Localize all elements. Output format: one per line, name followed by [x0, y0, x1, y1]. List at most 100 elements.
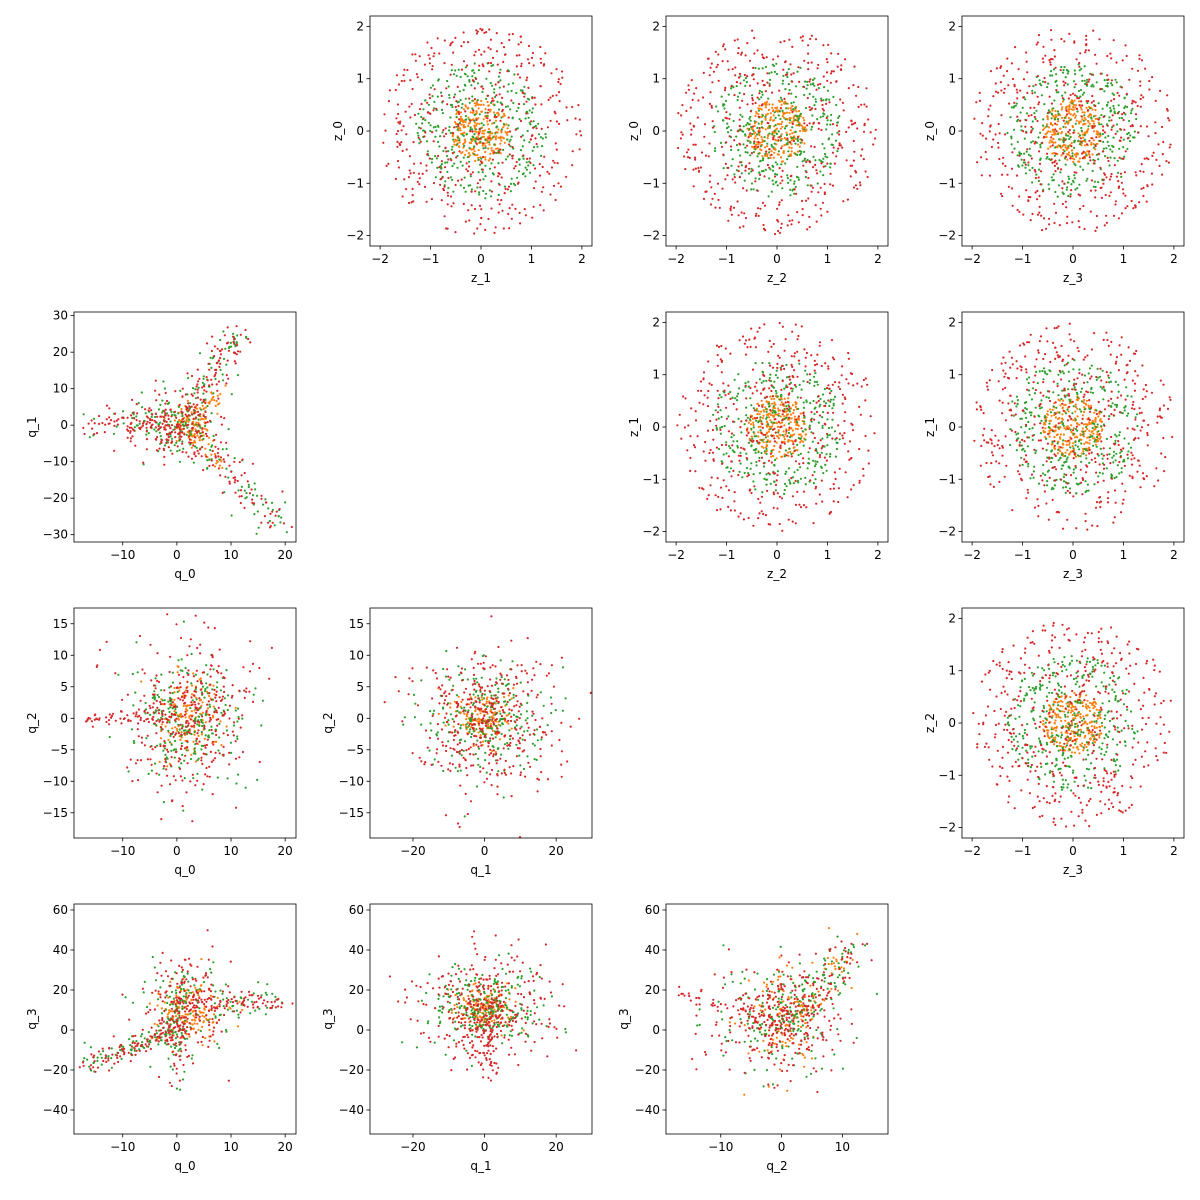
data-point: [694, 167, 698, 170]
data-point: [484, 158, 487, 161]
data-point: [455, 139, 458, 142]
data-point: [519, 222, 522, 225]
data-point: [765, 379, 768, 382]
data-point: [418, 138, 421, 141]
data-point: [506, 138, 509, 141]
data-point: [804, 106, 808, 110]
data-point: [805, 199, 808, 202]
data-point: [471, 79, 474, 82]
data-point: [173, 419, 176, 422]
data-point: [838, 130, 841, 133]
data-point: [1021, 106, 1024, 109]
data-point: [827, 138, 830, 141]
data-point: [555, 148, 558, 151]
data-point: [809, 402, 812, 405]
data-point: [1119, 128, 1122, 131]
data-point: [1148, 88, 1151, 91]
data-point: [163, 448, 166, 452]
data-point: [715, 426, 718, 430]
data-point: [418, 55, 421, 58]
data-point: [838, 438, 841, 441]
data-point: [799, 112, 803, 115]
data-point: [515, 110, 518, 113]
data-point: [471, 171, 474, 174]
data-point: [779, 117, 782, 120]
data-point: [476, 182, 479, 185]
data-point: [456, 136, 459, 139]
data-point: [812, 522, 815, 525]
data-point: [740, 431, 743, 434]
data-point: [737, 165, 740, 168]
data-point: [766, 121, 769, 124]
data-point: [759, 160, 762, 163]
data-point: [681, 104, 684, 107]
data-point: [735, 143, 739, 147]
data-point: [186, 372, 189, 375]
data-point: [531, 216, 534, 219]
data-point: [491, 84, 494, 87]
data-point: [772, 386, 776, 389]
data-point: [765, 150, 768, 153]
data-point: [1090, 73, 1093, 76]
data-point: [484, 146, 487, 149]
data-point: [756, 416, 759, 419]
data-point: [499, 152, 502, 155]
data-point: [1112, 214, 1116, 217]
data-point: [697, 389, 700, 392]
data-point: [758, 104, 761, 107]
data-point: [550, 72, 553, 75]
data-point: [434, 125, 437, 128]
data-point: [491, 56, 495, 60]
data-point: [684, 397, 687, 400]
data-point: [755, 419, 758, 422]
data-point: [181, 440, 184, 443]
data-point: [757, 404, 761, 407]
data-point: [781, 169, 784, 172]
data-point: [1039, 183, 1042, 186]
data-point: [489, 139, 492, 142]
data-point: [766, 435, 770, 438]
data-point: [540, 127, 543, 130]
data-point: [405, 133, 408, 136]
data-point: [1126, 105, 1129, 109]
data-point: [1103, 173, 1107, 176]
data-point: [219, 456, 223, 459]
data-point: [781, 79, 785, 82]
data-point: [722, 153, 725, 156]
data-point: [784, 125, 788, 128]
data-point: [517, 43, 520, 46]
data-point: [679, 137, 683, 140]
data-point: [814, 98, 817, 101]
data-point: [1073, 153, 1076, 156]
data-point: [438, 166, 441, 169]
data-point: [822, 472, 825, 475]
data-point: [541, 137, 544, 140]
data-point: [810, 431, 813, 434]
data-point: [508, 33, 511, 36]
data-point: [796, 211, 799, 214]
data-point: [1065, 222, 1069, 225]
data-point: [138, 426, 141, 430]
data-point: [676, 424, 679, 427]
data-point: [113, 449, 116, 452]
data-point: [227, 349, 230, 352]
data-point: [179, 435, 182, 438]
data-point: [446, 79, 449, 83]
data-point: [1054, 66, 1057, 69]
data-point: [751, 169, 754, 172]
data-point: [840, 374, 843, 377]
data-point: [227, 428, 230, 431]
data-point: [744, 133, 747, 136]
data-point: [1066, 72, 1069, 75]
data-point: [196, 396, 200, 399]
data-point: [405, 148, 408, 151]
data-point: [745, 466, 749, 470]
data-point: [408, 155, 411, 158]
data-point: [1077, 132, 1080, 135]
data-point: [831, 133, 834, 136]
data-point: [194, 397, 198, 400]
data-point: [856, 382, 859, 385]
data-point: [1075, 107, 1079, 111]
data-point: [725, 117, 729, 120]
